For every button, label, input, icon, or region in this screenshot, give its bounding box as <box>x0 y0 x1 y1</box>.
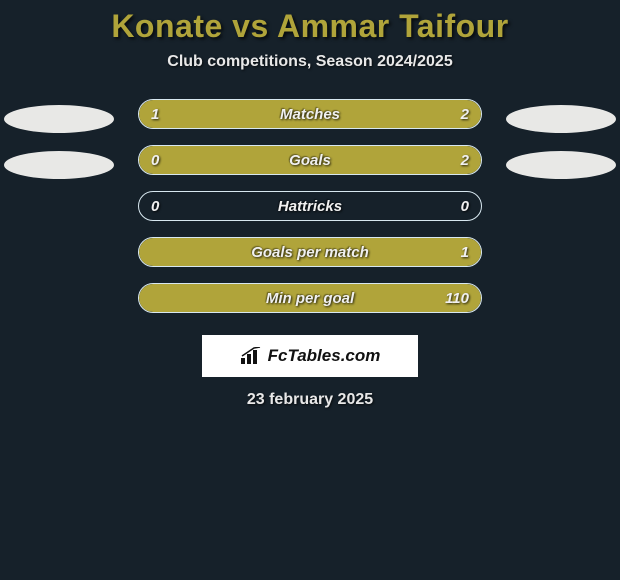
stat-bar: Goals per match1 <box>138 237 482 267</box>
brand-box: FcTables.com <box>202 335 418 377</box>
player-right-marker <box>506 151 616 179</box>
player-right-marker <box>506 105 616 133</box>
stat-bar: Goals0 2 <box>138 145 482 175</box>
brand-text: FcTables.com <box>268 346 381 366</box>
stat-bar: Matches1 2 <box>138 99 482 129</box>
stat-row: Goals per match1 <box>0 237 620 283</box>
stat-value-right: 1 <box>461 238 469 266</box>
player-left-marker <box>4 105 114 133</box>
stat-value-right: 2 <box>461 100 469 128</box>
stat-bar: Min per goal110 <box>138 283 482 313</box>
stat-value-left: 0 <box>151 146 159 174</box>
brand-chart-icon <box>240 347 262 365</box>
stat-value-right: 2 <box>461 146 469 174</box>
stats-rows: Matches12Goals02Hattricks00Goals per mat… <box>0 99 620 329</box>
stat-label: Goals per match <box>139 238 481 266</box>
stat-label: Min per goal <box>139 284 481 312</box>
page-title: Konate vs Ammar Taifour <box>0 8 620 45</box>
date-text: 23 february 2025 <box>0 391 620 409</box>
stat-row: Hattricks0 0 <box>0 191 620 237</box>
stat-row: Goals0 2 <box>0 145 620 191</box>
stat-value-right: 110 <box>445 284 469 312</box>
stat-label: Goals <box>139 146 481 174</box>
stat-value-left: 0 <box>151 192 159 220</box>
stat-bar: Hattricks0 0 <box>138 191 482 221</box>
player-left-marker <box>4 151 114 179</box>
subtitle: Club competitions, Season 2024/2025 <box>0 53 620 71</box>
stat-label: Matches <box>139 100 481 128</box>
stat-value-left: 1 <box>151 100 159 128</box>
stat-label: Hattricks <box>139 192 481 220</box>
stat-value-right: 0 <box>461 192 469 220</box>
stat-row: Matches1 2 <box>0 99 620 145</box>
stat-row: Min per goal110 <box>0 283 620 329</box>
